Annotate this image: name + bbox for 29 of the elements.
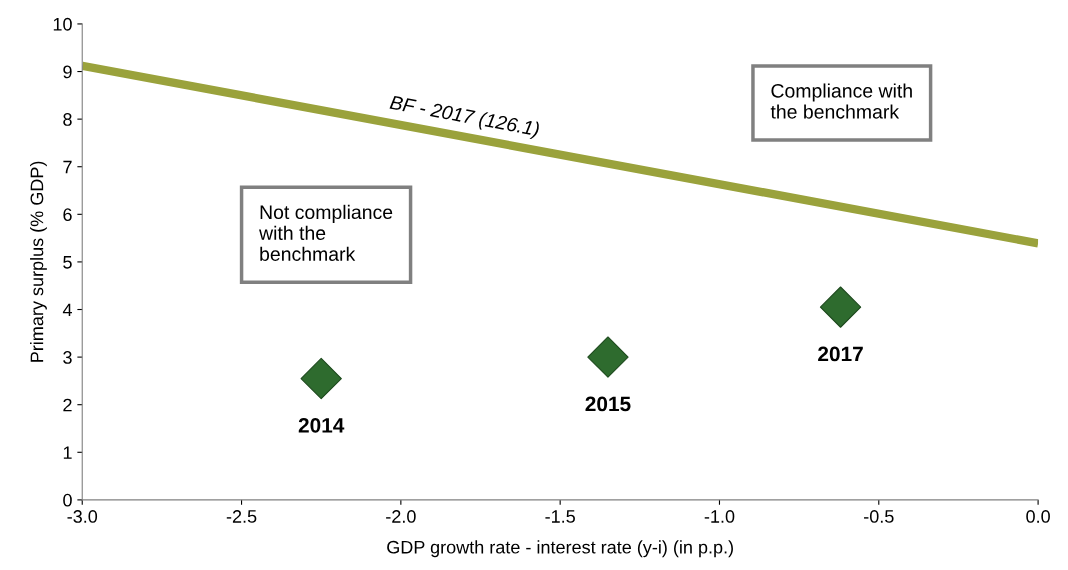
x-tick-label: -2.0	[386, 510, 416, 523]
annotation: Compliance with the benchmark	[770, 83, 912, 119]
point	[300, 357, 342, 400]
x-tick-label: -1.0	[704, 510, 735, 523]
x-tick-label: -2.5	[226, 510, 257, 523]
point	[819, 286, 862, 328]
x-tick-label: -1.5	[545, 510, 575, 523]
y-tick-label: 1	[63, 446, 72, 459]
y-tick-label: 10	[53, 17, 72, 31]
y-tick-label: 5	[63, 256, 72, 269]
y-tick-label: 9	[63, 65, 72, 79]
x-tick-label: -3.0	[67, 510, 98, 523]
y-tick-label: 6	[63, 208, 72, 222]
y-tick-label: 7	[63, 160, 72, 174]
x-tick-label: 0.0	[1026, 510, 1050, 523]
y-tick-label: 2	[63, 398, 72, 412]
annotation: BF - 2017 (126.1)	[388, 94, 540, 140]
x-axis-title: GDP growth rate - interest rate (y-i) (in p.p.)	[387, 540, 733, 558]
y-axis-title: Primary surplus (% GDP)	[30, 161, 47, 362]
annotation: 2015	[585, 396, 631, 412]
point	[587, 336, 629, 378]
y-tick-label: 8	[63, 113, 72, 126]
x-tick-label: -0.5	[864, 510, 894, 523]
annotation: 2014	[298, 417, 345, 433]
y-tick-label: 4	[62, 303, 72, 317]
y-tick-label: 0	[63, 493, 72, 507]
y-tick-label: 3	[63, 351, 72, 364]
annotation: 2017	[818, 346, 863, 362]
annotation: Not compliance with the benchmark	[259, 204, 393, 261]
